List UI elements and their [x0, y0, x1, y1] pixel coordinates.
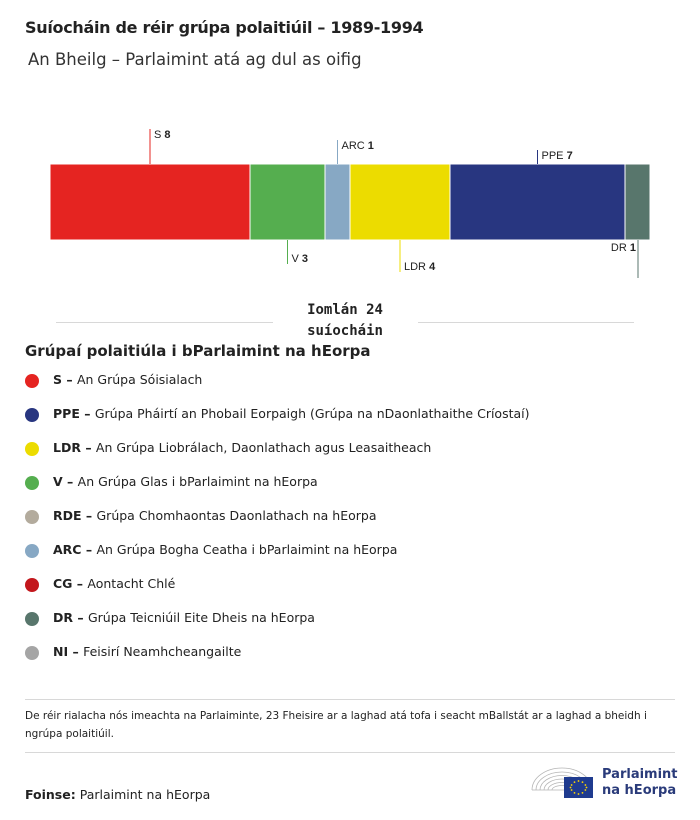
segment-label-name-s: S [154, 129, 164, 141]
legend-item-ppe: PPE – Grúpa Pháirtí an Phobail Eorpaigh … [25, 404, 530, 438]
segment-label-name-v: V [292, 253, 302, 265]
european-parliament-logo [531, 767, 593, 798]
legend-swatch-dr [25, 612, 39, 626]
legend-swatch-rde [25, 510, 39, 524]
segment-label-name-dr: DR [611, 242, 630, 254]
legend-name: Grúpa Teicniúil Eite Dheis na hEorpa [87, 610, 315, 625]
legend-item-rde: RDE – Grúpa Chomhaontas Daonlathach na h… [25, 506, 530, 540]
legend-swatch-ldr [25, 442, 39, 456]
footnote-rule-top [25, 699, 675, 700]
legend-swatch-s [25, 374, 39, 388]
legend-label: DR – Grúpa Teicniúil Eite Dheis na hEorp… [53, 608, 315, 628]
chart-subtitle: An Bheilg – Parlaimint atá ag dul as oif… [28, 50, 362, 69]
segment-label-value-v: 3 [302, 253, 308, 265]
source-label: Foinse: [25, 787, 76, 802]
legend-abbr: S – [53, 372, 77, 387]
legend-abbr: RDE – [53, 508, 97, 523]
legend-name: Grúpa Pháirtí an Phobail Eorpaigh (Grúpa… [94, 406, 530, 421]
source: Foinse: Parlaimint na hEorpa [25, 787, 210, 802]
segment-label-name-ldr: LDR [404, 261, 429, 273]
segment-label-ldr: LDR 4 [404, 261, 436, 273]
segment-label-v: V 3 [292, 253, 309, 265]
legend-swatch-v [25, 476, 39, 490]
segment-label-dr: DR 1 [611, 242, 636, 254]
segment-label-ppe: PPE 7 [542, 150, 573, 162]
legend-abbr: LDR – [53, 440, 96, 455]
segment-label-value-ppe: 7 [567, 150, 573, 162]
legend-item-v: V – An Grúpa Glas i bParlaimint na hEorp… [25, 472, 530, 506]
legend-item-ni: NI – Feisirí Neamhcheangailte [25, 642, 530, 676]
legend-name: Grúpa Chomhaontas Daonlathach na hEorpa [96, 508, 377, 523]
legend-label: CG – Aontacht Chlé [53, 574, 175, 594]
logo-line-2: na hEorpa [602, 783, 677, 798]
legend-label: V – An Grúpa Glas i bParlaimint na hEorp… [53, 472, 318, 492]
segment-label-arc: ARC 1 [342, 140, 374, 152]
legend-item-ldr: LDR – An Grúpa Liobrálach, Daonlathach a… [25, 438, 530, 472]
legend-abbr: NI – [53, 644, 84, 659]
total-rule-left [56, 322, 273, 323]
footnote-rule-bottom [25, 752, 675, 753]
legend-label: LDR – An Grúpa Liobrálach, Daonlathach a… [53, 438, 431, 458]
legend-item-cg: CG – Aontacht Chlé [25, 574, 530, 608]
source-value: Parlaimint na hEorpa [79, 787, 211, 802]
logo-text: Parlaimint na hEorpa [602, 767, 678, 799]
footnote: De réir rialacha nós imeachta na Parlaim… [25, 710, 647, 740]
bar-segment-v [249, 163, 326, 241]
logo-line-1: Parlaimint [602, 767, 678, 782]
legend-label: RDE – Grúpa Chomhaontas Daonlathach na h… [53, 506, 377, 526]
bar-segment-dr [624, 163, 651, 241]
legend-label: NI – Feisirí Neamhcheangailte [53, 642, 241, 662]
legend-label: ARC – An Grúpa Bogha Ceatha i bParlaimin… [53, 540, 397, 560]
legend-abbr: CG – [53, 576, 88, 591]
segment-label-name-ppe: PPE [542, 150, 567, 162]
legend-name: An Grúpa Glas i bParlaimint na hEorpa [77, 474, 318, 489]
legend-title: Grúpaí polaitiúla i bParlaimint na hEorp… [25, 342, 371, 360]
legend-label: S – An Grúpa Sóisialach [53, 370, 202, 390]
segment-label-value-arc: 1 [368, 140, 374, 152]
legend-swatch-ni [25, 646, 39, 660]
legend-abbr: V – [53, 474, 78, 489]
segment-label-s: S 8 [154, 129, 171, 141]
segment-label-value-s: 8 [164, 129, 170, 141]
legend-swatch-ppe [25, 408, 39, 422]
legend: S – An Grúpa Sóisialach PPE – Grúpa Pháir… [25, 370, 530, 676]
legend-label: PPE – Grúpa Pháirtí an Phobail Eorpaigh … [53, 404, 530, 424]
legend-name: An Grúpa Liobrálach, Daonlathach agus Le… [95, 440, 432, 455]
segment-label-value-dr: 1 [630, 242, 636, 254]
total-rule-right [418, 322, 634, 323]
segment-label-value-ldr: 4 [429, 261, 436, 273]
legend-abbr: ARC – [53, 542, 97, 557]
seat-bar-chart: S 8 V 3 ARC 1 LDR 4 PPE 7 DR 1 [49, 129, 651, 278]
chart-title: Suíocháin de réir grúpa polaitiúil – 198… [25, 18, 424, 37]
legend-name: Feisirí Neamhcheangailte [83, 644, 242, 659]
legend-swatch-arc [25, 544, 39, 558]
eu-flag-icon [564, 777, 593, 798]
legend-abbr: PPE – [53, 406, 95, 421]
legend-item-s: S – An Grúpa Sóisialach [25, 370, 530, 404]
bar-segment-arc [324, 163, 351, 241]
total-seats-label: Iomlán 24 suíocháin [307, 302, 383, 339]
legend-swatch-cg [25, 578, 39, 592]
legend-name: Aontacht Chlé [87, 576, 176, 591]
legend-item-arc: ARC – An Grúpa Bogha Ceatha i bParlaimin… [25, 540, 530, 574]
segment-label-name-arc: ARC [342, 140, 368, 152]
legend-name: An Grúpa Sóisialach [76, 372, 203, 387]
bar-segment-ldr [349, 163, 451, 241]
legend-name: An Grúpa Bogha Ceatha i bParlaimint na h… [96, 542, 398, 557]
legend-item-dr: DR – Grúpa Teicniúil Eite Dheis na hEorp… [25, 608, 530, 642]
bar-segment-s [49, 163, 251, 241]
legend-abbr: DR – [53, 610, 88, 625]
bar-segment-ppe [449, 163, 626, 241]
